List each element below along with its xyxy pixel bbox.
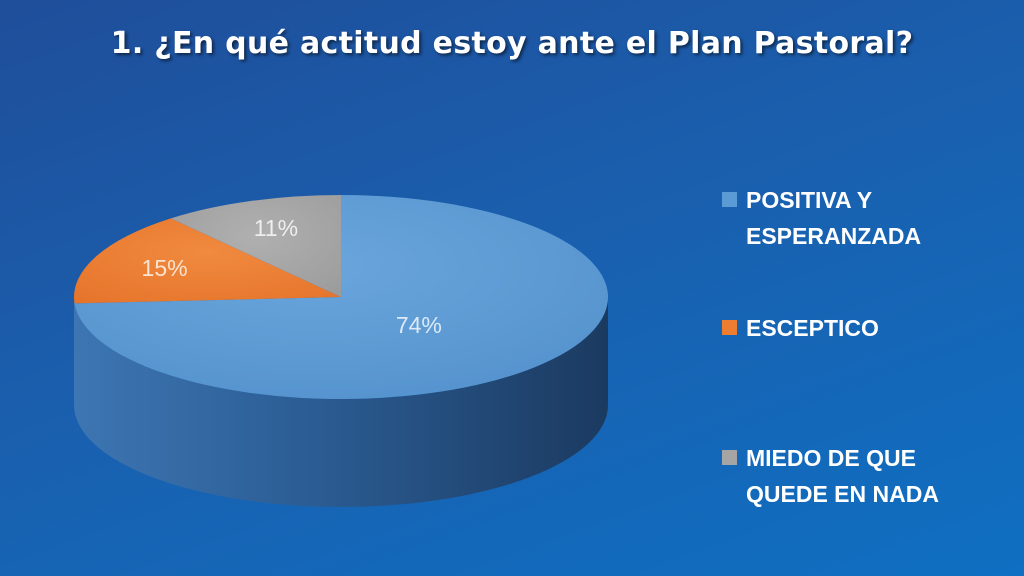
legend-label-miedo: MIEDO DE QUE QUEDE EN NADA [746,445,939,507]
legend-label-positiva: POSITIVA Y ESPERANZADA [746,187,922,249]
chart-title: 1. ¿En qué actitud estoy ante el Plan Pa… [110,26,914,61]
data-label-esceptico: 15% [142,255,188,281]
legend-item-miedo: MIEDO DE QUE QUEDE EN NADA [722,440,986,512]
data-label-miedo: 11% [254,215,298,241]
pie-side-wall [74,297,608,507]
data-label-positiva: 74% [396,312,442,338]
pie-slice-esceptico [73,218,341,304]
legend-item-positiva: POSITIVA Y ESPERANZADA [722,182,986,254]
legend-item-esceptico: ESCEPTICO [722,310,986,346]
pie-slice-positiva [74,195,608,399]
legend-label-esceptico: ESCEPTICO [746,315,879,341]
legend-swatch-positiva [722,192,737,207]
pie-side-blue [74,297,608,507]
legend-swatch-esceptico [722,320,737,335]
legend-swatch-miedo [722,450,737,465]
pie-slice-miedo [170,195,341,297]
